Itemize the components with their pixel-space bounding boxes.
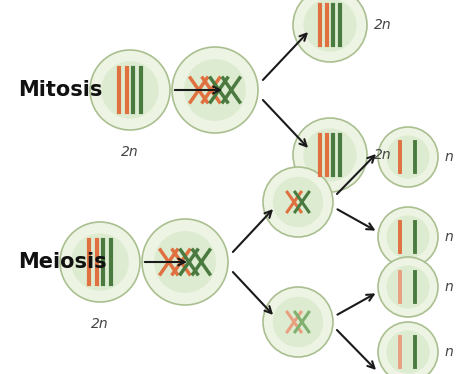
Circle shape bbox=[293, 0, 367, 62]
Text: 2n: 2n bbox=[374, 148, 392, 162]
Circle shape bbox=[71, 233, 129, 291]
Circle shape bbox=[273, 297, 323, 347]
Circle shape bbox=[142, 219, 228, 305]
Text: 2n: 2n bbox=[121, 145, 139, 159]
Circle shape bbox=[263, 287, 333, 357]
Circle shape bbox=[386, 266, 429, 309]
Circle shape bbox=[90, 50, 170, 130]
Text: n: n bbox=[445, 230, 454, 244]
Circle shape bbox=[386, 135, 429, 179]
Text: n: n bbox=[445, 280, 454, 294]
Circle shape bbox=[60, 222, 140, 302]
Circle shape bbox=[293, 118, 367, 192]
Text: 2n: 2n bbox=[91, 317, 109, 331]
Circle shape bbox=[303, 0, 356, 52]
Circle shape bbox=[154, 231, 216, 293]
Circle shape bbox=[184, 59, 246, 121]
Circle shape bbox=[101, 61, 159, 119]
Text: Meiosis: Meiosis bbox=[18, 252, 107, 272]
Circle shape bbox=[378, 127, 438, 187]
Circle shape bbox=[172, 47, 258, 133]
Text: Mitosis: Mitosis bbox=[18, 80, 102, 100]
Circle shape bbox=[378, 257, 438, 317]
Circle shape bbox=[378, 322, 438, 374]
Circle shape bbox=[386, 215, 429, 258]
Circle shape bbox=[273, 177, 323, 227]
Circle shape bbox=[378, 207, 438, 267]
Circle shape bbox=[263, 167, 333, 237]
Text: n: n bbox=[445, 150, 454, 164]
Text: n: n bbox=[445, 345, 454, 359]
Circle shape bbox=[386, 330, 429, 374]
Circle shape bbox=[303, 128, 356, 182]
Text: 2n: 2n bbox=[374, 18, 392, 32]
